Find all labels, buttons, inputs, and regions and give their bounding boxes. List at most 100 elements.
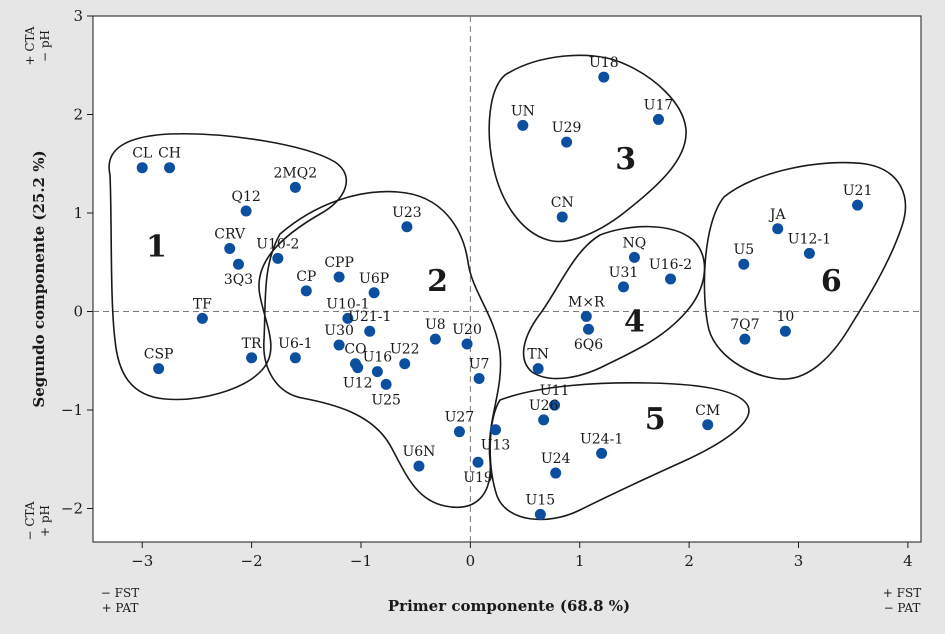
data-point-label: U5 (733, 242, 754, 258)
data-point (371, 366, 383, 378)
data-point-label: CH (158, 146, 181, 162)
data-point (461, 338, 473, 350)
data-point (413, 460, 425, 472)
y-tick-label: 3 (73, 7, 83, 25)
data-point-label: CL (132, 146, 152, 162)
data-point-label: U24-1 (580, 431, 623, 447)
group-number: 3 (615, 142, 636, 177)
data-point-label: U21 (843, 183, 873, 199)
data-point (289, 352, 301, 364)
x-tick-label: 4 (903, 552, 913, 570)
data-point-label: JA (768, 207, 787, 223)
corner-top-left-2: − pH (38, 30, 52, 62)
data-point-label: U19 (463, 470, 493, 486)
y-tick-label: 0 (73, 303, 83, 321)
group-2-outline (263, 190, 502, 508)
data-point (368, 287, 380, 299)
x-axis-ticks: −3 −2 −1 0 1 2 3 4 (131, 542, 913, 570)
data-point (532, 363, 544, 375)
data-point (534, 508, 546, 520)
data-point-label: M×R (568, 294, 605, 310)
data-point-label: 6Q6 (574, 337, 603, 353)
data-point-label: CPP (324, 255, 354, 271)
corner-x-left-2: + PAT (102, 601, 139, 615)
data-point-label: CSP (144, 347, 174, 363)
x-tick-label: −3 (131, 552, 153, 570)
data-point (364, 325, 376, 337)
data-point (352, 362, 364, 374)
group-5-outline (489, 382, 750, 521)
data-point-label: CN (551, 195, 574, 211)
data-point (333, 339, 345, 351)
data-point (453, 426, 465, 438)
data-point-label: U21-1 (348, 309, 391, 325)
data-point (652, 113, 664, 125)
data-point-label: U13 (481, 438, 511, 454)
data-point-label: U12-1 (788, 231, 831, 247)
data-point (342, 312, 354, 324)
data-point-label: U6-1 (278, 336, 312, 352)
data-point-label: U25 (371, 392, 401, 408)
data-point-label: U11 (540, 383, 570, 399)
corner-x-right-2: − PAT (884, 601, 921, 615)
y-tick-label: −2 (61, 500, 83, 518)
y-axis-title: Segundo componente (25.2 %) (30, 150, 48, 407)
x-tick-label: 1 (575, 552, 585, 570)
x-axis-title: Primer componente (68.8 %) (388, 597, 630, 615)
data-point (582, 323, 594, 335)
data-point-label: U27 (445, 410, 475, 426)
data-point (473, 372, 485, 384)
data-points (136, 71, 864, 520)
corner-bottom-left-2: + pH (38, 505, 52, 537)
y-tick-label: 1 (73, 204, 83, 222)
point-labels: CL CH Q12 2MQ2 CRV 3Q3 U10-2 TF CSP TR U23 CP CPP U6P… (132, 55, 872, 508)
data-point (272, 252, 284, 264)
data-point (628, 251, 640, 263)
data-point (224, 242, 236, 254)
data-point-label: U16 (363, 350, 393, 366)
data-point-label: U6N (402, 444, 435, 460)
data-point-label: U16-2 (649, 257, 692, 273)
data-point (333, 271, 345, 283)
data-point (538, 414, 550, 426)
data-point (240, 205, 252, 217)
data-point-label: U23 (392, 205, 422, 221)
group-outlines (108, 54, 907, 521)
x-tick-label: 2 (684, 552, 694, 570)
data-point (617, 281, 629, 293)
corner-x-right-1: + FST (883, 586, 921, 600)
data-point (472, 456, 484, 468)
data-point (399, 358, 411, 370)
data-point-label: U10-1 (326, 296, 369, 312)
data-point (196, 312, 208, 324)
data-point-label: CRV (214, 226, 246, 242)
data-point (380, 378, 392, 390)
data-point-label: U10-2 (256, 236, 299, 252)
corner-bottom-left-1: − CTA (23, 501, 37, 540)
x-tick-label: 3 (794, 552, 804, 570)
data-point-label: U17 (644, 97, 674, 113)
group-1-outline (108, 132, 348, 401)
group-number: 1 (146, 229, 167, 264)
corner-top-left-1: + CTA (23, 26, 37, 65)
data-point (772, 223, 784, 235)
data-point (401, 221, 413, 233)
data-point-label: U6P (359, 271, 389, 287)
data-point (779, 325, 791, 337)
data-point-label: TN (527, 347, 549, 363)
data-point (517, 119, 529, 131)
data-point (739, 333, 751, 345)
data-point-label: U8 (425, 317, 446, 333)
data-point-label: U12 (343, 376, 373, 392)
data-point-label: CM (695, 403, 720, 419)
data-point-label: U15 (526, 492, 556, 508)
data-point-label: 3Q3 (224, 272, 253, 288)
x-tick-label: −1 (350, 552, 372, 570)
group-number: 4 (624, 304, 645, 339)
data-point-label: Q12 (231, 189, 260, 205)
data-point (665, 273, 677, 285)
data-point (490, 424, 502, 436)
data-point (738, 258, 750, 270)
data-point (300, 285, 312, 297)
